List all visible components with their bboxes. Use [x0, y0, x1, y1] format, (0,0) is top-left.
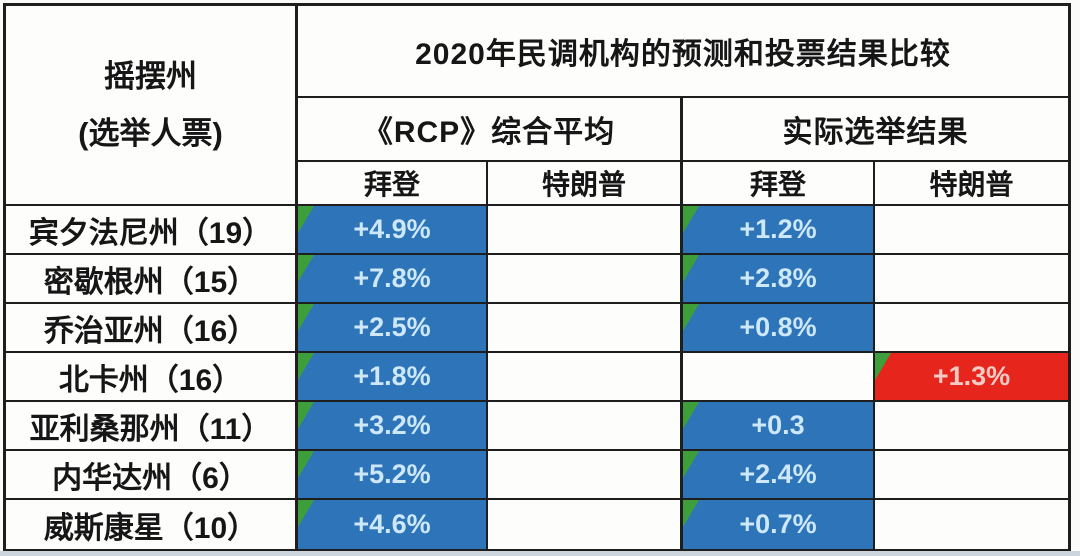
- actual-trump-cell: [875, 304, 1068, 353]
- margin-value: +3.2%: [353, 410, 431, 440]
- rcp-trump-cell: [488, 304, 683, 353]
- margin-value: +0.7%: [739, 509, 817, 539]
- actual-biden-cell: +0.8%: [683, 304, 875, 353]
- comparison-table: 摇摆州 (选举人票) 2020年民调机构的预测和投票结果比较 《RCP》综合平均…: [3, 3, 1071, 552]
- rcp-trump-cell: [488, 255, 683, 304]
- green-corner-flag-icon: [683, 500, 699, 527]
- biden-lead-highlight: +2.4%: [683, 451, 873, 498]
- actual-biden-cell: +2.8%: [683, 255, 875, 304]
- green-corner-flag-icon: [298, 353, 314, 380]
- biden-lead-highlight: +5.2%: [298, 451, 486, 498]
- column-header-rcp-biden: 拜登: [298, 162, 488, 206]
- actual-biden-cell: +0.3: [683, 402, 875, 451]
- green-corner-flag-icon: [298, 255, 314, 282]
- biden-lead-highlight: +4.6%: [298, 500, 486, 549]
- biden-lead-highlight: +0.7%: [683, 500, 873, 549]
- green-corner-flag-icon: [683, 402, 699, 429]
- state-cell: 内华达州（6）: [6, 451, 298, 500]
- margin-value: +1.3%: [932, 361, 1011, 391]
- actual-trump-cell: +1.3%: [875, 353, 1068, 402]
- margin-value: +1.8%: [353, 361, 431, 391]
- rcp-trump-cell: [488, 402, 683, 451]
- rcp-biden-cell: +7.8%: [298, 255, 488, 304]
- margin-value: +2.8%: [739, 263, 817, 293]
- state-cell: 北卡州（16）: [6, 353, 298, 402]
- actual-biden-cell: +1.2%: [683, 206, 875, 255]
- biden-lead-highlight: +1.2%: [683, 206, 873, 253]
- rcp-trump-cell: [488, 451, 683, 500]
- group-header-actual-results: 实际选举结果: [683, 98, 1068, 162]
- actual-trump-cell: [875, 451, 1068, 500]
- rcp-trump-cell: [488, 206, 683, 255]
- column-header-actual-trump: 特朗普: [875, 162, 1068, 206]
- biden-lead-highlight: +4.9%: [298, 206, 486, 253]
- rcp-trump-cell: [488, 500, 683, 549]
- green-corner-flag-icon: [298, 451, 314, 478]
- biden-lead-highlight: +0.8%: [683, 304, 873, 351]
- state-header-line1: 摇摆州: [104, 58, 197, 94]
- green-corner-flag-icon: [298, 500, 314, 527]
- state-cell: 亚利桑那州（11）: [6, 402, 298, 451]
- green-corner-flag-icon: [298, 206, 314, 233]
- state-cell: 宾夕法尼州（19）: [6, 206, 298, 255]
- rcp-biden-cell: +4.9%: [298, 206, 488, 255]
- green-corner-flag-icon: [298, 304, 314, 331]
- green-corner-flag-icon: [683, 206, 699, 233]
- biden-lead-highlight: +2.5%: [298, 304, 486, 351]
- table-title: 2020年民调机构的预测和投票结果比较: [298, 6, 1068, 98]
- column-header-actual-biden: 拜登: [683, 162, 875, 206]
- green-corner-flag-icon: [683, 304, 699, 331]
- green-corner-flag-icon: [683, 451, 699, 478]
- margin-value: +5.2%: [353, 459, 431, 489]
- rcp-biden-cell: +1.8%: [298, 353, 488, 402]
- margin-value: +2.4%: [739, 459, 817, 489]
- actual-biden-cell: [683, 353, 875, 402]
- green-corner-flag-icon: [298, 402, 314, 429]
- margin-value: +2.5%: [353, 312, 431, 342]
- biden-lead-highlight: +7.8%: [298, 255, 486, 302]
- biden-lead-highlight: +3.2%: [298, 402, 486, 449]
- rcp-biden-cell: +2.5%: [298, 304, 488, 353]
- actual-biden-cell: +0.7%: [683, 500, 875, 549]
- rcp-trump-cell: [488, 353, 683, 402]
- bottom-edge-strip: [0, 551, 1080, 556]
- rcp-biden-cell: +4.6%: [298, 500, 488, 549]
- state-cell: 密歇根州（15）: [6, 255, 298, 304]
- state-cell: 威斯康星（10）: [6, 500, 298, 549]
- actual-trump-cell: [875, 206, 1068, 255]
- actual-trump-cell: [875, 255, 1068, 304]
- biden-lead-highlight: +0.3: [683, 402, 873, 449]
- state-header-line2: (选举人票): [78, 116, 223, 151]
- margin-value: +0.3: [751, 410, 805, 440]
- green-corner-flag-icon: [875, 353, 891, 380]
- margin-value: +4.6%: [353, 509, 431, 539]
- column-header-rcp-trump: 特朗普: [488, 162, 683, 206]
- margin-value: +1.2%: [739, 214, 817, 244]
- biden-lead-highlight: +2.8%: [683, 255, 873, 302]
- actual-biden-cell: +2.4%: [683, 451, 875, 500]
- biden-lead-highlight: +1.8%: [298, 353, 486, 400]
- margin-value: +4.9%: [353, 214, 431, 244]
- trump-lead-highlight: +1.3%: [875, 353, 1068, 400]
- actual-trump-cell: [875, 500, 1068, 549]
- state-column-header: 摇摆州 (选举人票): [6, 6, 298, 206]
- margin-value: +0.8%: [739, 312, 817, 342]
- margin-value: +7.8%: [353, 263, 431, 293]
- rcp-biden-cell: +5.2%: [298, 451, 488, 500]
- rcp-biden-cell: +3.2%: [298, 402, 488, 451]
- state-cell: 乔治亚州（16）: [6, 304, 298, 353]
- group-header-rcp-average: 《RCP》综合平均: [298, 98, 683, 162]
- actual-trump-cell: [875, 402, 1068, 451]
- green-corner-flag-icon: [683, 255, 699, 282]
